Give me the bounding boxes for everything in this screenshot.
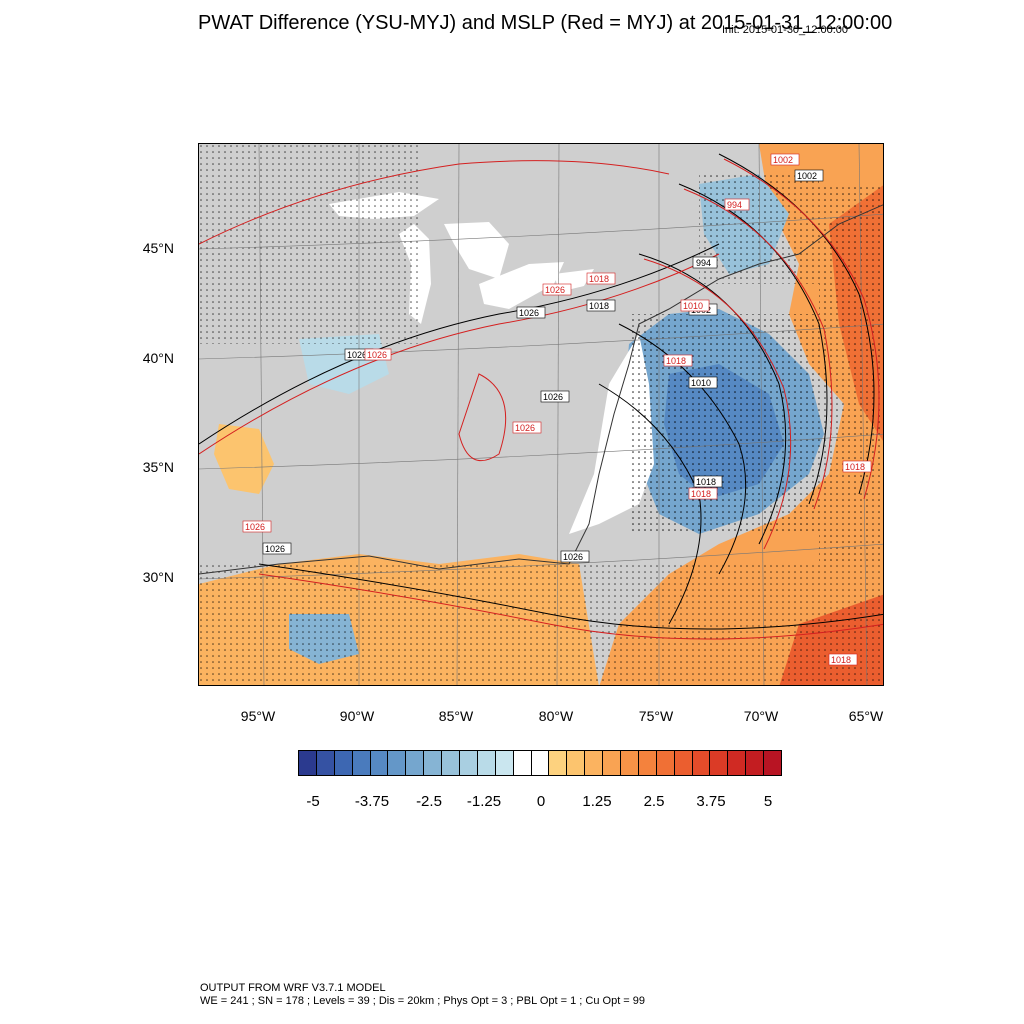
colorbar-cell — [567, 751, 586, 775]
lon-label-80w: 80°W — [538, 708, 574, 724]
lat-label-35n: 35°N — [142, 459, 174, 475]
colorbar-cell — [710, 751, 729, 775]
contour-label: 1026 — [519, 308, 539, 318]
contour-label: 1018 — [589, 274, 609, 284]
contour-label: 1010 — [691, 378, 711, 388]
footer-line-2: WE = 241 ; SN = 178 ; Levels = 39 ; Dis … — [200, 995, 646, 1007]
colorbar-cell — [495, 751, 514, 775]
contour-label: 1026 — [347, 350, 367, 360]
colorbar-cell — [406, 751, 425, 775]
colorbar-label: 0 — [536, 793, 546, 810]
lon-label-65w: 65°W — [848, 708, 884, 724]
lon-label-75w: 75°W — [638, 708, 674, 724]
mslp-contours-myj — [199, 158, 883, 640]
contour-label: 1018 — [691, 489, 711, 499]
colorbar-cell — [442, 751, 461, 775]
colorbar-cell — [370, 751, 389, 775]
colorbar-cell — [531, 751, 550, 775]
model-info-footer: OUTPUT FROM WRF V3.7.1 MODEL WE = 241 ; … — [200, 982, 645, 1008]
colorbar-cell — [334, 751, 353, 775]
colorbar-cell — [621, 751, 639, 775]
colorbar-label: 5 — [763, 793, 773, 810]
colorbar-cell — [299, 751, 317, 775]
lon-label-70w: 70°W — [743, 708, 779, 724]
lon-label-95w: 95°W — [240, 708, 276, 724]
coastline — [199, 204, 883, 575]
colorbar-cell — [692, 751, 711, 775]
mslp-contours-ysu — [199, 153, 883, 630]
contour-label: 1018 — [696, 477, 716, 487]
footer-line-1: OUTPUT FROM WRF V3.7.1 MODEL — [200, 982, 386, 994]
colorbar-cell — [388, 751, 407, 775]
plot-title: PWAT Difference (YSU-MYJ) and MSLP (Red … — [198, 12, 893, 34]
contour-labels-myj: 1002 994 1018 1010 1018 1026 1026 1026 1… — [242, 153, 872, 666]
contour-label: 1018 — [589, 301, 609, 311]
colorbar-cell — [352, 751, 371, 775]
contour-label: 1026 — [563, 552, 583, 562]
colorbar — [298, 750, 782, 776]
contour-label: 1026 — [515, 423, 535, 433]
colorbar-label: -3.75 — [354, 793, 390, 810]
contour-label: 1026 — [543, 392, 563, 402]
colorbar-label: -5 — [306, 793, 320, 810]
contour-label: 1018 — [831, 655, 851, 665]
colorbar-label: 1.25 — [582, 793, 612, 810]
colorbar-cell — [674, 751, 693, 775]
colorbar-label: 2.5 — [643, 793, 665, 810]
colorbar-cell — [585, 751, 604, 775]
colorbar-cell — [424, 751, 443, 775]
lat-label-40n: 40°N — [142, 350, 174, 366]
colorbar-label: 3.75 — [696, 793, 726, 810]
contour-label: 994 — [696, 258, 711, 268]
colorbar-cell — [316, 751, 335, 775]
colorbar-cell — [549, 751, 568, 775]
colorbar-cell — [728, 751, 747, 775]
contour-label: 1010 — [683, 301, 703, 311]
contour-label: 1026 — [545, 285, 565, 295]
colorbar-cell — [513, 751, 532, 775]
colorbar-cell — [603, 751, 622, 775]
significance-stipple — [199, 144, 883, 685]
lat-label-30n: 30°N — [142, 569, 174, 585]
colorbar-label: -2.5 — [416, 793, 442, 810]
colorbar-label: -1.25 — [466, 793, 502, 810]
colorbar-cell — [656, 751, 675, 775]
lat-label-45n: 45°N — [142, 240, 174, 256]
contour-label: 1026 — [265, 544, 285, 554]
init-time-label: Init: 2015-01-30_12:00:00 — [722, 24, 848, 36]
colorbar-cell — [460, 751, 478, 775]
contour-label: 1018 — [666, 356, 686, 366]
contour-label: 1026 — [367, 350, 387, 360]
map-panel: 1002 994 1002 1018 1026 1026 1010 1018 1… — [198, 143, 884, 686]
colorbar-cell — [764, 751, 782, 775]
contour-label: 1002 — [773, 155, 793, 165]
colorbar-cell — [638, 751, 657, 775]
contour-label: 1018 — [845, 462, 865, 472]
contour-label: 994 — [727, 200, 742, 210]
lon-label-85w: 85°W — [438, 708, 474, 724]
contour-label: 1026 — [245, 522, 265, 532]
contour-label: 1002 — [797, 171, 817, 181]
lon-label-90w: 90°W — [339, 708, 375, 724]
colorbar-cell — [477, 751, 496, 775]
colorbar-cell — [746, 751, 765, 775]
map-canvas: 1002 994 1002 1018 1026 1026 1010 1018 1… — [199, 144, 883, 685]
